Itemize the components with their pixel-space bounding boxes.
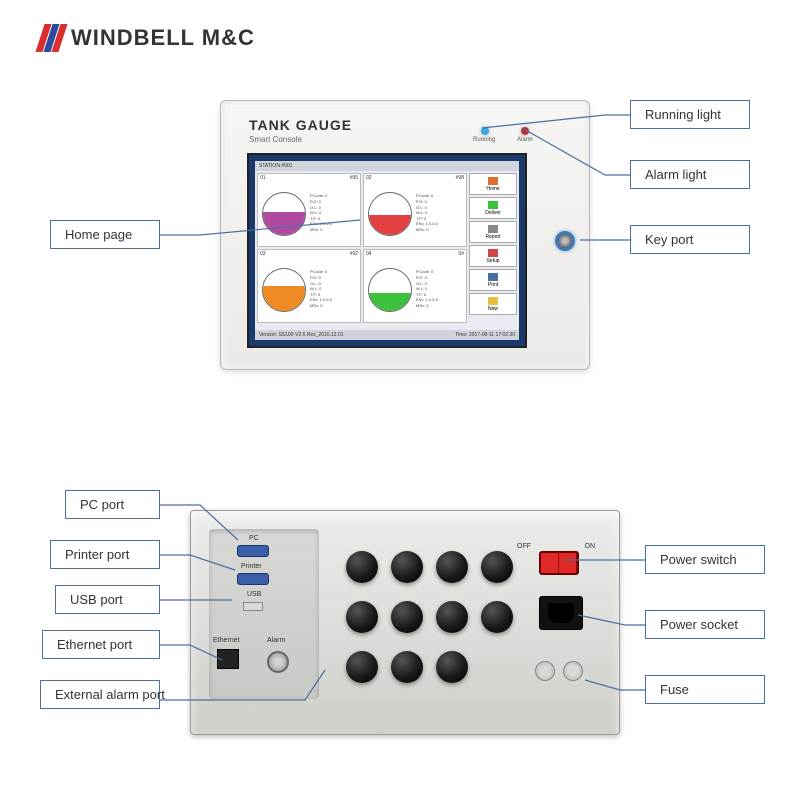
cable-gland[interactable] — [481, 551, 513, 583]
screen-side-button[interactable]: Report — [469, 221, 517, 243]
running-led-label: Running — [473, 137, 495, 143]
pc-port[interactable] — [237, 545, 269, 557]
screen-content: STATION #001 01#95 P.Code: 0P.O: 0O.L: 0… — [255, 161, 519, 340]
external-alarm-port[interactable] — [267, 651, 289, 673]
printer-port[interactable] — [237, 573, 269, 585]
port-recess: PC Printer USB Ethernet Alarm — [209, 529, 319, 699]
cable-gland[interactable] — [436, 601, 468, 633]
callout-pc_port: PC port — [65, 490, 160, 519]
screen-side-button[interactable]: Home — [469, 173, 517, 195]
tank-cell[interactable]: 040# P.Code: 0P.O: 0O.L: 0W.L: 0T.P: 0ES… — [363, 249, 467, 323]
callout-fuse: Fuse — [645, 675, 765, 704]
device-front-panel: TANK GAUGE Smart Console Running Alarm S… — [220, 100, 590, 370]
screen-header: STATION #001 — [255, 161, 519, 171]
screen-side-button[interactable]: New — [469, 293, 517, 315]
cable-gland[interactable] — [436, 651, 468, 683]
footer-time: Time: 2017-08-11 17:02:30 — [455, 332, 515, 338]
side-buttons: HomeDeliverReportSetupPrintNew — [469, 173, 517, 315]
fuse[interactable] — [563, 661, 583, 681]
logo-mark-icon — [40, 24, 63, 52]
screen-side-button[interactable]: Deliver — [469, 197, 517, 219]
footer-version: Version: SS100-V2.6 Res_2016.12.01 — [259, 332, 344, 338]
switch-off-label: OFF — [517, 543, 531, 550]
cable-gland[interactable] — [346, 551, 378, 583]
usb-port-label: USB — [247, 591, 261, 598]
cable-gland[interactable] — [391, 601, 423, 633]
callout-usb_port: USB port — [55, 585, 160, 614]
device-back-panel: PC Printer USB Ethernet Alarm OFF ON — [190, 510, 620, 735]
alarm-led — [521, 127, 529, 135]
tank-cell[interactable]: 02#98 P.Code: 0P.O: 0O.L: 0W.L: 0T.P: 0E… — [363, 173, 467, 247]
callout-power_switch: Power switch — [645, 545, 765, 574]
key-port[interactable] — [555, 231, 575, 251]
alarm-led-label: Alarm — [517, 137, 533, 143]
usb-port[interactable] — [243, 602, 263, 611]
cable-gland[interactable] — [346, 601, 378, 633]
device-title: TANK GAUGE — [249, 117, 352, 133]
screen-side-button[interactable]: Setup — [469, 245, 517, 267]
fuse-spare[interactable] — [535, 661, 555, 681]
running-led — [481, 127, 489, 135]
callout-running_light: Running light — [630, 100, 750, 129]
power-socket[interactable] — [539, 596, 583, 630]
callout-home_page: Home page — [50, 220, 160, 249]
screen-side-button[interactable]: Print — [469, 269, 517, 291]
cable-gland[interactable] — [481, 601, 513, 633]
callout-printer_port: Printer port — [50, 540, 160, 569]
brand-logo: WINDBELL M&C — [40, 24, 255, 52]
screen-footer: Version: SS100-V2.6 Res_2016.12.01 Time:… — [255, 330, 519, 340]
ethernet-port-label: Ethernet — [213, 637, 239, 644]
alarm-port-label: Alarm — [267, 637, 285, 644]
pc-port-label: PC — [249, 535, 259, 542]
callout-power_socket: Power socket — [645, 610, 765, 639]
cable-gland[interactable] — [391, 551, 423, 583]
tanks-grid: 01#95 P.Code: 0P.O: 0O.L: 0W.L: 0T.P: 0E… — [257, 173, 467, 323]
ethernet-port[interactable] — [217, 649, 239, 669]
switch-on-label: ON — [585, 543, 596, 550]
cable-gland[interactable] — [346, 651, 378, 683]
cable-gland[interactable] — [436, 551, 468, 583]
power-switch[interactable] — [539, 551, 579, 575]
tank-cell[interactable]: 01#95 P.Code: 0P.O: 0O.L: 0W.L: 0T.P: 0E… — [257, 173, 361, 247]
callout-key_port: Key port — [630, 225, 750, 254]
callout-ext_alarm: External alarm port — [40, 680, 160, 709]
device-subtitle: Smart Console — [249, 135, 302, 144]
cable-gland[interactable] — [391, 651, 423, 683]
brand-name: WINDBELL M&C — [71, 25, 255, 51]
tank-cell[interactable]: 03#92 P.Code: 0P.O: 0O.L: 0W.L: 0T.P: 0E… — [257, 249, 361, 323]
printer-port-label: Printer — [241, 563, 262, 570]
touchscreen[interactable]: STATION #001 01#95 P.Code: 0P.O: 0O.L: 0… — [247, 153, 527, 348]
callout-ethernet_port: Ethernet port — [42, 630, 160, 659]
callout-alarm_light: Alarm light — [630, 160, 750, 189]
